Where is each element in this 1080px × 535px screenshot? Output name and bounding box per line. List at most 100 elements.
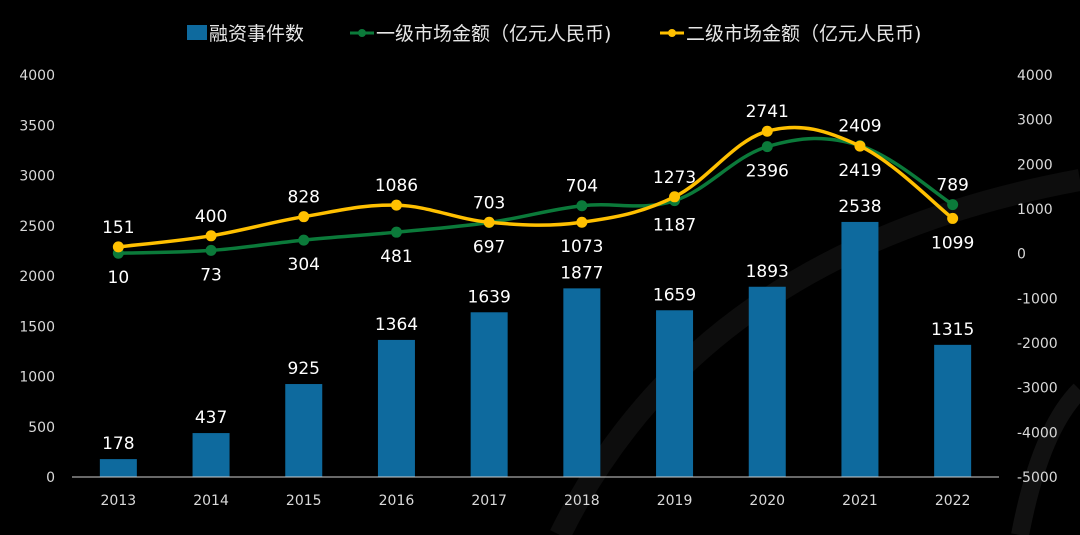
secondary-market-data-label: 703 — [473, 193, 505, 213]
secondary-market-data-label: 789 — [936, 176, 968, 196]
right-axis-tick-label: 3000 — [1017, 113, 1053, 129]
left-axis-tick-label: 0 — [46, 470, 55, 486]
x-axis-tick-label: 2019 — [657, 493, 693, 509]
right-axis-tick-label: 2000 — [1017, 157, 1053, 173]
x-axis-tick-label: 2017 — [471, 493, 507, 509]
bar-data-label: 178 — [102, 434, 134, 454]
series-line — [118, 136, 954, 255]
right-axis-tick-label: -2000 — [1017, 336, 1058, 352]
secondary-market-data-label: 400 — [195, 207, 227, 227]
right-axis-tick-label: 1000 — [1017, 202, 1053, 218]
x-axis-tick-label: 2016 — [379, 493, 415, 509]
right-axis-tick-label: 0 — [1017, 247, 1026, 263]
series-marker — [390, 226, 402, 238]
left-axis-tick-label: 3000 — [19, 169, 55, 185]
legend-label: 二级市场金额（亿元人民币) — [686, 23, 921, 45]
bar — [285, 384, 323, 477]
bar — [656, 310, 694, 477]
series-marker — [298, 234, 310, 246]
series-marker — [761, 141, 773, 153]
legend-swatch-marker — [668, 29, 676, 37]
series-marker — [390, 199, 402, 211]
bar-data-label: 1893 — [746, 262, 789, 282]
legend-label: 一级市场金额（亿元人民币) — [376, 23, 611, 45]
series-marker — [669, 191, 681, 203]
secondary-market-data-label: 704 — [566, 177, 598, 197]
series-marker — [205, 244, 217, 256]
bar-data-label: 1659 — [653, 285, 696, 305]
primary-market-data-label: 697 — [473, 238, 505, 258]
right-axis-tick-label: -3000 — [1017, 381, 1058, 397]
legend-swatch-marker — [358, 29, 366, 37]
legend-label: 融资事件数 — [209, 23, 304, 45]
left-axis-tick-label: 4000 — [19, 68, 55, 84]
primary-market-data-label: 2419 — [838, 161, 881, 181]
secondary-market-data-label: 2741 — [746, 102, 789, 122]
left-axis-tick-label: 2000 — [19, 269, 55, 285]
series-line — [118, 125, 954, 249]
x-axis-tick-label: 2022 — [935, 493, 971, 509]
line-series — [112, 125, 959, 259]
bar-data-label: 1877 — [560, 263, 603, 283]
x-axis-tick-label: 2014 — [193, 493, 229, 509]
left-axis-tick-label: 500 — [28, 420, 55, 436]
x-axis-tick-label: 2018 — [564, 493, 600, 509]
bar — [377, 339, 415, 477]
legend-swatch-bar — [187, 25, 207, 40]
bar — [934, 344, 972, 477]
bar-data-label: 437 — [195, 408, 227, 428]
secondary-market-data-label: 1086 — [375, 176, 418, 196]
right-axis-tick-label: -5000 — [1017, 470, 1058, 486]
series-marker — [576, 216, 588, 228]
bar — [192, 433, 230, 477]
secondary-market-data-label: 151 — [102, 218, 134, 238]
series-marker — [205, 230, 217, 242]
x-axis-tick-label: 2020 — [749, 493, 785, 509]
primary-market-data-label: 1073 — [560, 237, 603, 257]
right-axis-tick-label: 4000 — [1017, 68, 1053, 84]
series-marker — [576, 200, 588, 212]
series-marker — [947, 212, 959, 224]
bar — [748, 286, 786, 477]
legend: 融资事件数 一级市场金额（亿元人民币) 二级市场金额（亿元人民币) — [187, 23, 921, 45]
background-arc — [1011, 383, 1080, 535]
left-axis-tick-label: 1500 — [19, 319, 55, 335]
x-axis-tick-label: 2015 — [286, 493, 322, 509]
background-arc — [550, 169, 1080, 535]
x-axis-tick-label: 2021 — [842, 493, 878, 509]
background-decoration — [550, 169, 1080, 535]
bar-series — [99, 221, 972, 477]
primary-market-data-label: 73 — [200, 265, 222, 285]
secondary-market-data-label: 2409 — [838, 117, 881, 137]
series-marker — [483, 216, 495, 228]
right-axis: -5000 -4000 -3000 -2000 -1000 0 1000 2000 3000 40… — [1017, 68, 1058, 486]
left-axis-tick-label: 2500 — [19, 219, 55, 235]
series-marker — [947, 199, 959, 211]
bar — [99, 459, 137, 477]
right-axis-tick-label: -1000 — [1017, 291, 1058, 307]
series-marker — [112, 241, 124, 253]
primary-market-data-label: 10 — [108, 268, 130, 288]
data-labels: 178 437 925 1364 1639 1877 1659 1893 2538 1315 151… — [102, 102, 974, 454]
bar — [470, 312, 508, 477]
series-marker — [298, 211, 310, 223]
x-axis-tick-label: 2013 — [101, 493, 137, 509]
bar-data-label: 2538 — [838, 197, 881, 217]
bar-data-label: 925 — [288, 359, 320, 379]
primary-market-data-label: 1099 — [931, 233, 974, 253]
primary-market-data-label: 481 — [380, 247, 412, 267]
primary-market-data-label: 1187 — [653, 216, 696, 236]
primary-market-data-label: 304 — [288, 255, 320, 275]
left-axis-tick-label: 3500 — [19, 118, 55, 134]
left-axis-tick-label: 1000 — [19, 370, 55, 386]
left-axis: 0 500 1000 1500 2000 2500 3000 3500 4000 — [19, 68, 55, 486]
primary-market-data-label: 2396 — [746, 162, 789, 182]
bar-data-label: 1315 — [931, 320, 974, 340]
bar-data-label: 1364 — [375, 315, 418, 335]
series-marker — [854, 140, 866, 152]
secondary-market-data-label: 1273 — [653, 168, 696, 188]
bar — [563, 288, 601, 477]
x-axis: 2013 2014 2015 2016 2017 2018 2019 2020 2021 2022 — [101, 493, 971, 509]
series-marker — [761, 125, 773, 137]
